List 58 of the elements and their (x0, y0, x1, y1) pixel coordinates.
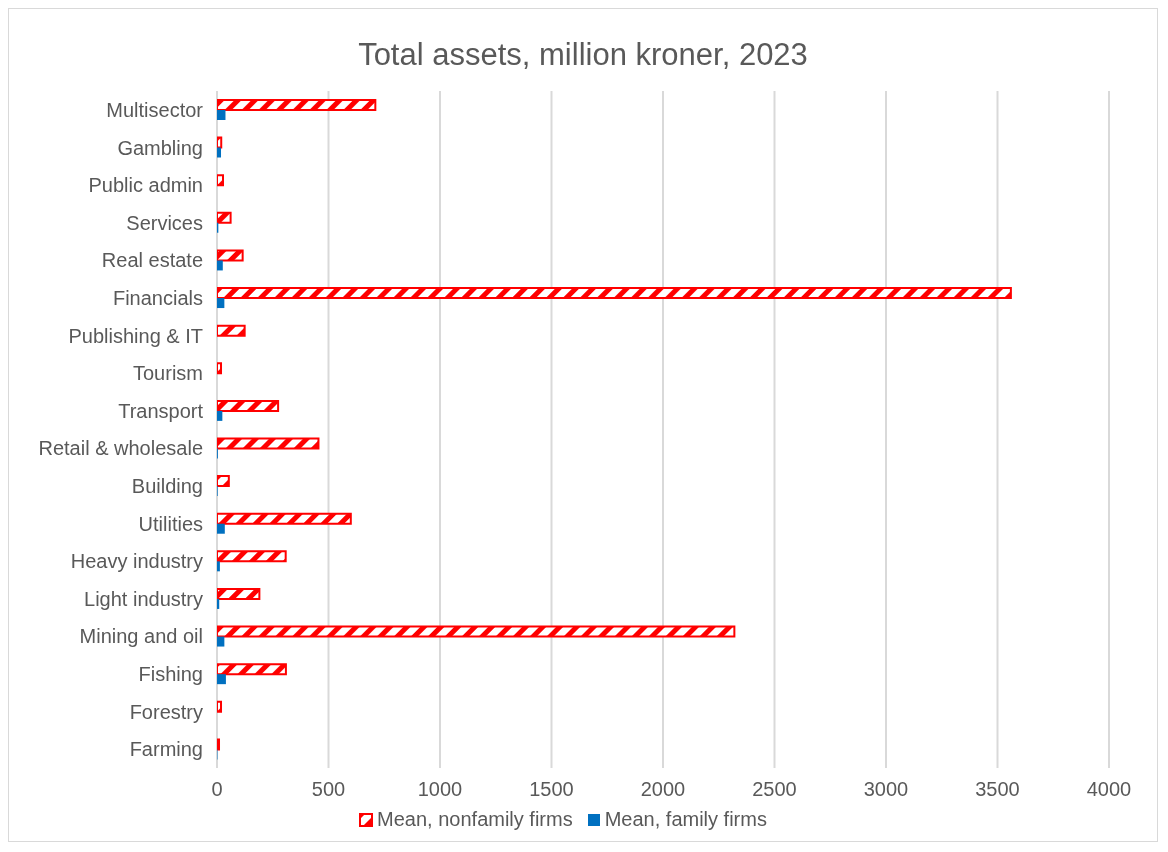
bar (217, 324, 246, 337)
bar (217, 523, 225, 534)
bar (217, 110, 226, 120)
bar (217, 287, 1012, 300)
bar (217, 260, 223, 271)
y-tick-label: Public admin (88, 174, 203, 197)
x-tick-label: 0 (211, 778, 223, 801)
y-tick-label: Services (126, 211, 203, 234)
bar (217, 512, 352, 525)
bar (217, 298, 225, 309)
bar (217, 561, 220, 572)
y-tick-label: Transport (118, 399, 204, 422)
y-tick-label: Publishing & IT (68, 324, 203, 347)
bar (217, 410, 223, 421)
bar (217, 636, 225, 647)
x-tick-label: 2000 (640, 778, 686, 801)
bar (217, 700, 223, 713)
x-tick-label: 4000 (1086, 778, 1132, 801)
x-tick-label: 2500 (752, 778, 797, 801)
y-tick-label: Light industry (84, 587, 203, 610)
x-tick-label: 1500 (529, 778, 574, 801)
y-tick-label: Gambling (117, 136, 203, 159)
bar (217, 674, 226, 685)
bar (217, 99, 377, 111)
bar (217, 475, 230, 488)
bar (217, 174, 225, 187)
bar (217, 249, 244, 262)
bar (217, 362, 223, 375)
legend-label: Mean, family firms (604, 808, 767, 831)
bar (217, 625, 736, 638)
y-tick-label: Heavy industry (70, 550, 203, 573)
y-tick-label: Financials (112, 286, 203, 309)
y-tick-label: Building (131, 475, 203, 498)
bar (217, 598, 220, 609)
y-tick-label: Forestry (129, 700, 203, 723)
x-tick-label: 3500 (975, 778, 1020, 801)
legend-label: Mean, nonfamily firms (377, 808, 573, 831)
x-tick-label: 1000 (417, 778, 463, 801)
bar (217, 437, 320, 450)
y-tick-label: Farming (129, 738, 203, 761)
y-tick-label: Multisector (106, 98, 204, 121)
bar (217, 663, 287, 676)
y-tick-label: Mining and oil (79, 625, 203, 648)
x-tick-label: 500 (311, 778, 346, 801)
y-tick-label: Fishing (138, 663, 203, 686)
y-tick-label: Retail & wholesale (38, 437, 203, 460)
y-tick-label: Real estate (101, 249, 203, 272)
y-tick-label: Tourism (132, 362, 203, 385)
bar (217, 587, 261, 600)
bar (217, 738, 221, 751)
bar (217, 211, 232, 224)
bar (217, 136, 223, 149)
bar (217, 399, 280, 412)
chart-title: Total assets, million kroner, 2023 (357, 36, 809, 72)
bar (217, 550, 287, 563)
bar (217, 147, 222, 158)
y-tick-label: Utilities (138, 512, 203, 535)
x-tick-label: 3000 (863, 778, 909, 801)
